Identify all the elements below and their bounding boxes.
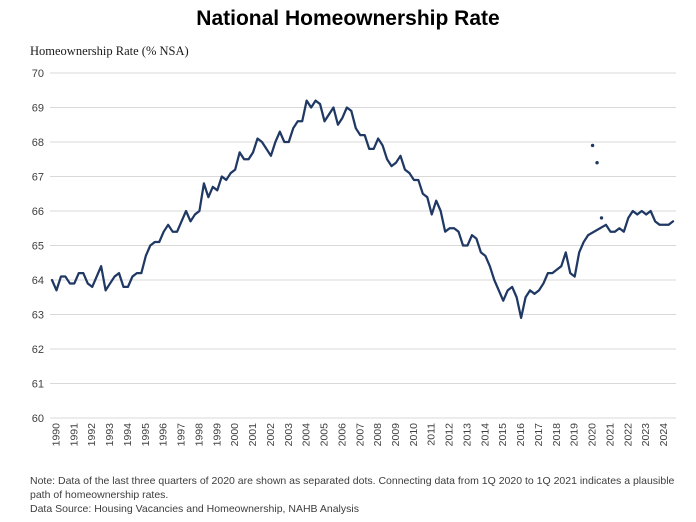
x-tick-label: 2021: [604, 423, 616, 447]
y-tick-label: 62: [32, 344, 44, 356]
x-tick-label: 1998: [193, 423, 205, 447]
x-tick-label: 2024: [658, 423, 670, 447]
y-axis-title: Homeownership Rate (% NSA): [30, 44, 189, 58]
x-tick-label: 2014: [479, 423, 491, 447]
chart-note: Note: Data of the last three quarters of…: [30, 475, 675, 501]
y-tick-label: 61: [32, 379, 44, 391]
y-tick-label: 68: [32, 137, 44, 149]
x-tick-label: 2023: [640, 423, 652, 447]
x-tick-label: 2011: [426, 423, 438, 446]
x-tick-label: 2015: [497, 423, 509, 447]
x-tick-label: 2003: [283, 423, 295, 447]
homeownership-rate-line: [50, 99, 675, 320]
data-source-note: Data Source: Housing Vacancies and Homeo…: [30, 503, 359, 515]
x-tick-label: 2000: [229, 423, 241, 447]
separated-dot: [595, 161, 599, 165]
x-tick-label: 2005: [319, 423, 331, 447]
y-tick-label: 70: [32, 68, 44, 80]
y-tick-label: 64: [32, 275, 44, 287]
y-tick-label: 65: [32, 241, 44, 253]
y-tick-label: 67: [32, 172, 44, 184]
x-tick-label: 2020: [587, 423, 599, 447]
x-tick-label: 2004: [301, 423, 313, 447]
x-tick-label: 1995: [140, 423, 152, 447]
x-tick-label: 1993: [104, 423, 116, 447]
y-tick-label: 60: [32, 413, 44, 425]
x-tick-label: 2008: [372, 423, 384, 447]
y-tick-label: 63: [32, 310, 44, 322]
x-tick-label: 2013: [461, 423, 473, 447]
x-tick-label: 1992: [86, 423, 98, 447]
separated-dot: [590, 143, 595, 148]
x-tick-label: 2022: [622, 423, 634, 447]
y-tick-label: 66: [32, 206, 44, 218]
x-tick-label: 2012: [444, 423, 456, 447]
y-tick-label: 69: [32, 103, 44, 115]
x-tick-label: 1996: [158, 423, 170, 447]
x-tick-label: 2009: [390, 423, 402, 447]
x-tick-label: 2007: [354, 423, 366, 447]
x-tick-label: 2006: [336, 423, 348, 447]
x-tick-label: 2001: [247, 423, 259, 447]
x-tick-label: 2010: [408, 423, 420, 447]
x-tick-label: 2016: [515, 423, 527, 447]
x-tick-label: 1990: [50, 423, 62, 447]
x-tick-label: 1991: [68, 423, 80, 447]
x-tick-label: 1994: [122, 423, 134, 447]
x-tick-label: 2018: [551, 423, 563, 447]
x-tick-label: 1997: [176, 423, 188, 447]
x-tick-label: 2019: [569, 423, 581, 447]
homeownership-line-chart: 60 61 62 63 64 65 66 67 68 69 70 1990 1991 1992 1993 19…: [32, 68, 676, 447]
chart-title: National Homeownership Rate: [196, 7, 500, 30]
x-tick-label: 2002: [265, 423, 277, 447]
x-tick-label: 1999: [211, 423, 223, 447]
x-tick-label: 2017: [533, 423, 545, 447]
separated-dot: [599, 216, 604, 220]
